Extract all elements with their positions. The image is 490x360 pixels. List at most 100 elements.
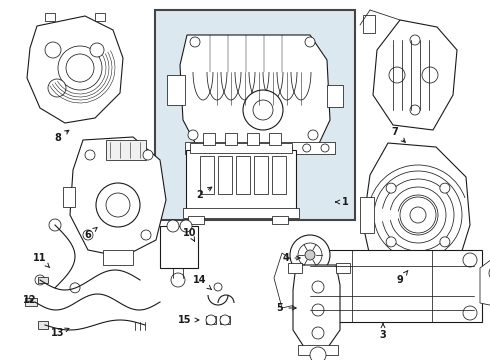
Circle shape [167, 220, 179, 232]
Circle shape [303, 144, 311, 152]
Text: 8: 8 [54, 130, 69, 143]
Bar [272, 216, 288, 224]
Bar [38, 321, 48, 329]
Polygon shape [293, 265, 340, 350]
Text: 13: 13 [51, 328, 69, 338]
Circle shape [266, 144, 274, 152]
Bar [236, 156, 250, 194]
Bar [269, 133, 281, 145]
Bar [203, 133, 215, 145]
Circle shape [193, 144, 201, 152]
Text: 15: 15 [178, 315, 199, 325]
Circle shape [386, 183, 396, 193]
Circle shape [248, 144, 256, 152]
Polygon shape [70, 137, 166, 257]
Circle shape [220, 315, 230, 325]
Circle shape [410, 35, 420, 45]
Circle shape [66, 54, 94, 82]
Bar [188, 216, 204, 224]
Circle shape [206, 315, 216, 325]
Bar [45, 13, 55, 21]
Circle shape [321, 144, 329, 152]
Text: 1: 1 [336, 197, 348, 207]
Bar [200, 156, 214, 194]
Circle shape [312, 281, 324, 293]
Polygon shape [274, 253, 304, 308]
Text: 4: 4 [283, 253, 300, 263]
Bar [360, 197, 374, 233]
Bar [185, 142, 335, 154]
Text: 6: 6 [85, 228, 97, 240]
Circle shape [188, 130, 198, 140]
Circle shape [83, 230, 93, 240]
Circle shape [180, 220, 192, 232]
Bar [247, 133, 259, 145]
Bar [155, 10, 355, 220]
Bar [103, 250, 133, 265]
Circle shape [253, 100, 273, 120]
Text: 11: 11 [33, 253, 50, 268]
Bar [63, 187, 75, 207]
Circle shape [298, 243, 322, 267]
Bar [288, 263, 302, 273]
Bar [327, 85, 343, 107]
Bar [363, 15, 375, 33]
Circle shape [35, 275, 45, 285]
Polygon shape [373, 20, 457, 130]
Circle shape [308, 130, 318, 140]
Circle shape [90, 43, 104, 57]
Bar [190, 143, 292, 153]
Circle shape [489, 265, 490, 281]
Text: 5: 5 [277, 303, 296, 313]
Bar [38, 277, 48, 283]
Circle shape [141, 230, 151, 240]
Bar [304, 250, 482, 322]
Circle shape [312, 327, 324, 339]
Circle shape [190, 37, 200, 47]
Bar [167, 75, 185, 105]
Circle shape [463, 306, 477, 320]
Bar [272, 156, 286, 194]
Circle shape [410, 207, 426, 223]
Text: 12: 12 [23, 295, 37, 305]
Circle shape [70, 283, 80, 293]
Circle shape [171, 273, 185, 287]
Bar [183, 208, 299, 218]
Circle shape [230, 144, 238, 152]
Bar [218, 156, 232, 194]
Circle shape [290, 235, 330, 275]
Bar [186, 150, 296, 210]
Text: 9: 9 [396, 270, 408, 285]
Circle shape [440, 237, 450, 247]
Bar [254, 156, 268, 194]
Bar [206, 316, 216, 324]
Circle shape [85, 150, 95, 160]
Circle shape [410, 105, 420, 115]
Text: 2: 2 [196, 187, 212, 200]
Circle shape [312, 304, 324, 316]
Bar [220, 316, 230, 324]
Circle shape [211, 144, 220, 152]
Circle shape [389, 67, 405, 83]
Circle shape [96, 183, 140, 227]
Circle shape [386, 237, 396, 247]
Circle shape [400, 197, 436, 233]
Bar [225, 133, 237, 145]
Circle shape [305, 37, 315, 47]
Circle shape [243, 90, 283, 130]
Bar [95, 13, 105, 21]
Polygon shape [363, 143, 470, 287]
Circle shape [310, 347, 326, 360]
Polygon shape [480, 250, 490, 308]
Circle shape [463, 253, 477, 267]
Circle shape [305, 250, 315, 260]
Bar [160, 226, 198, 268]
Circle shape [48, 79, 66, 97]
Circle shape [143, 150, 153, 160]
Circle shape [106, 193, 130, 217]
Circle shape [422, 67, 438, 83]
Polygon shape [180, 35, 330, 152]
Bar [25, 298, 37, 306]
Text: 7: 7 [392, 127, 405, 142]
Circle shape [214, 283, 222, 291]
